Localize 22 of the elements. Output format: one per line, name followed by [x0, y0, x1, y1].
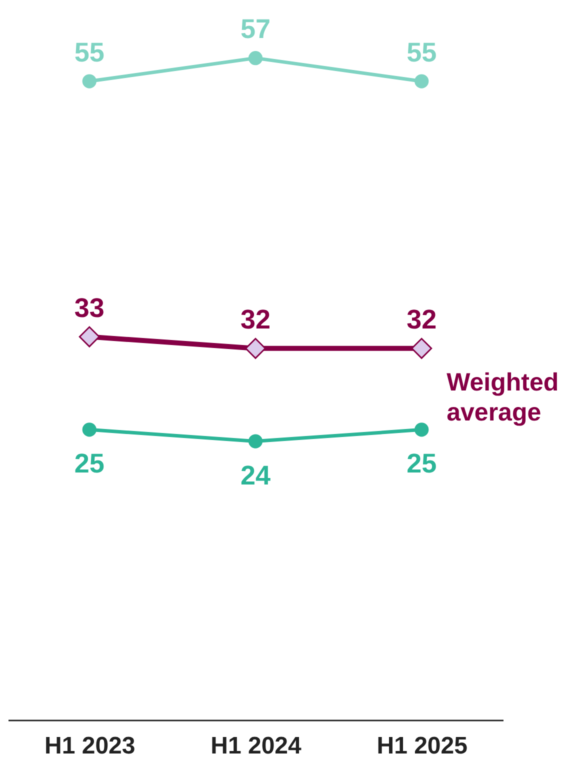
data-label: 55 — [406, 37, 437, 68]
x-tick-label: H1 2025 — [376, 732, 468, 760]
data-label: 25 — [406, 448, 437, 479]
data-label: 24 — [240, 460, 271, 490]
point — [82, 422, 96, 437]
data-label: 55 — [74, 37, 104, 68]
data-label: 57 — [240, 14, 271, 44]
point — [414, 422, 429, 437]
point — [248, 51, 263, 66]
point — [248, 434, 263, 448]
point — [78, 326, 100, 348]
data-label: 33 — [74, 292, 104, 323]
point — [245, 338, 266, 359]
data-label: 32 — [406, 304, 437, 334]
data-label: 25 — [74, 448, 104, 479]
data-label: 32 — [240, 304, 271, 334]
x-tick-label: H1 2023 — [44, 732, 136, 760]
series-label: Weighted average — [446, 368, 559, 426]
x-tick-label: H1 2024 — [210, 732, 302, 760]
point — [414, 74, 429, 88]
point — [411, 338, 432, 359]
point — [82, 74, 96, 88]
